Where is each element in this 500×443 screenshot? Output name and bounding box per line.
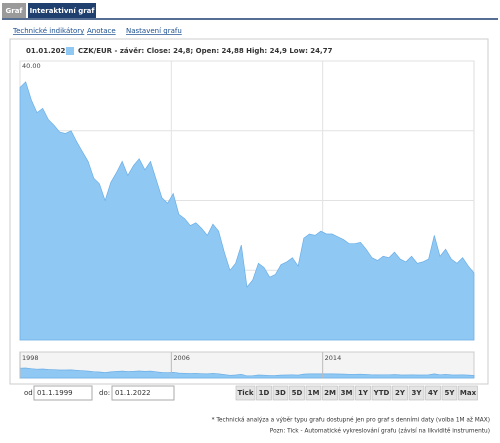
legend-swatch xyxy=(66,47,74,55)
range-button[interactable] xyxy=(392,385,408,401)
range-button-label[interactable]: 3Y xyxy=(412,389,423,397)
range-button-label[interactable]: 4Y xyxy=(428,389,439,397)
tab-label[interactable]: Interaktivní graf xyxy=(30,7,96,15)
date-label: 01.01.2022 xyxy=(26,47,70,55)
from-label: od: xyxy=(24,389,35,397)
range-button[interactable] xyxy=(305,385,322,401)
range-button-label[interactable]: 5Y xyxy=(445,389,456,397)
range-button[interactable] xyxy=(458,385,478,401)
range-button[interactable] xyxy=(371,385,392,401)
range-button-label[interactable]: 5D xyxy=(292,389,303,397)
range-button[interactable] xyxy=(235,385,256,401)
tab[interactable] xyxy=(28,3,96,18)
range-button[interactable] xyxy=(338,385,355,401)
note: Pozn: Tick - Automatické vykreslování gr… xyxy=(270,428,490,435)
menu-item[interactable]: Nastavení grafu xyxy=(126,27,182,35)
y-tick-label: 40.00 xyxy=(22,62,41,70)
range-button[interactable] xyxy=(256,385,272,401)
chart-frame xyxy=(9,38,489,385)
range-button-label[interactable]: 2Y xyxy=(395,389,406,397)
range-button[interactable] xyxy=(425,385,441,401)
from-input[interactable] xyxy=(33,385,93,401)
range-button[interactable] xyxy=(322,385,338,401)
range-button-label[interactable]: Tick xyxy=(238,389,254,397)
menu-item[interactable]: Anotace xyxy=(87,27,116,35)
range-button-label[interactable]: 3M xyxy=(341,389,353,397)
price-area xyxy=(19,81,475,341)
range-button-label[interactable]: 3D xyxy=(275,389,286,397)
navigator-label: 1998 xyxy=(22,354,39,362)
legend-label: CZK/EUR - závěr: Close: 24,8; Open: 24,8… xyxy=(78,47,333,55)
navigator-area xyxy=(19,367,475,379)
range-button-label[interactable]: 1D xyxy=(259,389,270,397)
range-button[interactable] xyxy=(441,385,458,401)
range-button-label[interactable]: 1M xyxy=(308,389,320,397)
to-label: do: xyxy=(99,389,110,397)
range-button-label[interactable]: 1Y xyxy=(358,389,369,397)
from-value[interactable]: 01.1.1999 xyxy=(37,389,73,397)
range-button[interactable] xyxy=(355,385,371,401)
tab-label[interactable]: Graf xyxy=(6,7,24,15)
navigator-label: 2014 xyxy=(325,354,342,362)
range-button[interactable] xyxy=(272,385,289,401)
range-button[interactable] xyxy=(408,385,425,401)
menu-item[interactable]: Technické indikátory xyxy=(12,27,84,35)
navigator-label: 2006 xyxy=(173,354,190,362)
range-button[interactable] xyxy=(289,385,305,401)
note: * Technická analýza a výběr typu grafu d… xyxy=(212,417,490,424)
range-button-label[interactable]: 2M xyxy=(324,389,336,397)
range-button-label[interactable]: Max xyxy=(460,389,477,397)
tab[interactable] xyxy=(2,3,26,18)
to-value[interactable]: 01.1.2022 xyxy=(115,389,151,397)
to-input[interactable] xyxy=(111,385,175,401)
range-button-label[interactable]: YTD xyxy=(373,389,390,397)
